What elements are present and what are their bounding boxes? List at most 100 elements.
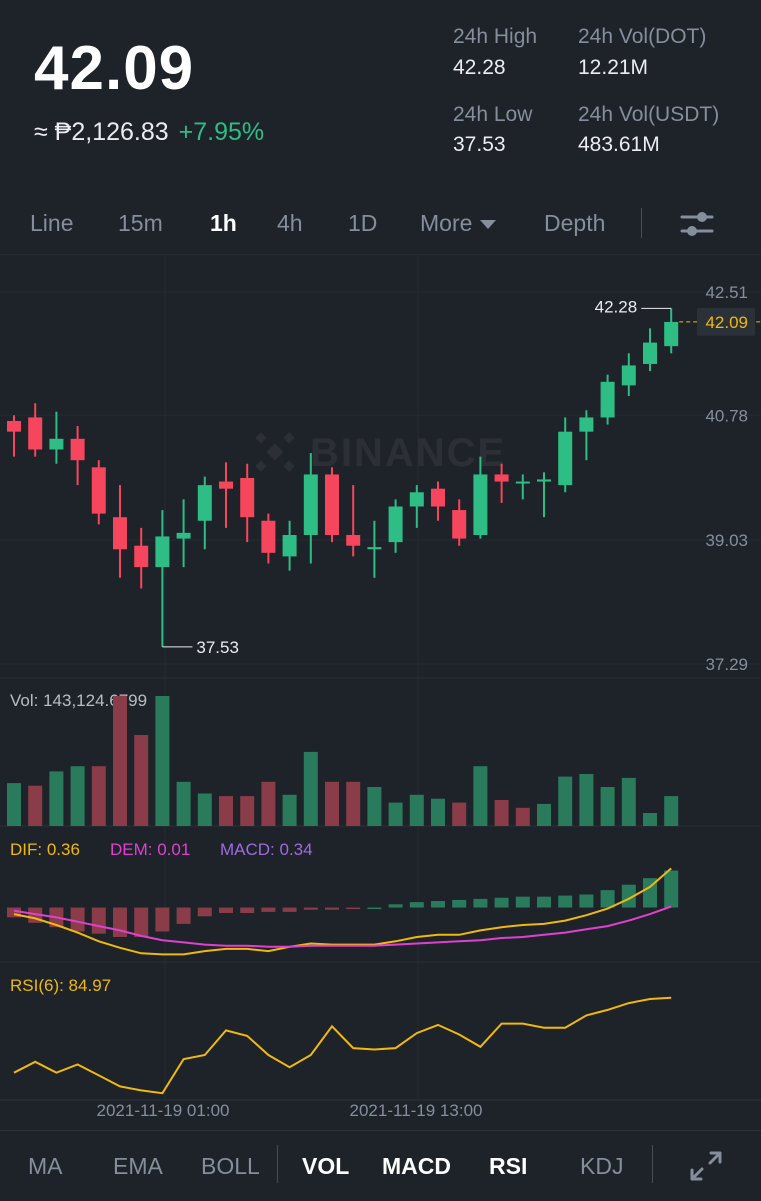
- macd-histogram-bar: [219, 907, 233, 913]
- rsi-line: [13, 996, 672, 1095]
- candle-body: [49, 438, 64, 450]
- volume-bar: [49, 771, 64, 826]
- volume-bar: [91, 766, 106, 826]
- stat-high-value: 42.28: [453, 56, 506, 79]
- macd-histogram-bar: [643, 878, 657, 908]
- candle-body: [70, 438, 85, 461]
- volume-bar: [643, 813, 657, 826]
- macd-histogram-bar: [600, 890, 615, 908]
- macd-histogram-bar: [282, 907, 297, 912]
- dif-line: [13, 867, 672, 956]
- macd-histogram-bar: [664, 870, 679, 908]
- volume-bar: [621, 777, 636, 826]
- stat-vol-base-value: 12.21M: [578, 56, 649, 79]
- volume-bar: [28, 785, 43, 826]
- indicator-kdj[interactable]: KDJ: [580, 1153, 624, 1179]
- candle-body: [473, 474, 488, 536]
- dem-line: [13, 905, 672, 948]
- indicator-boll[interactable]: BOLL: [201, 1153, 260, 1179]
- macd-histogram-bar: [388, 904, 403, 908]
- candle-body: [643, 342, 657, 364]
- candle-body: [558, 431, 573, 486]
- macd-histogram-bar: [346, 907, 361, 910]
- indicator-rsi[interactable]: RSI: [489, 1153, 528, 1179]
- volume-bar: [176, 781, 191, 826]
- tab-line[interactable]: Line: [30, 210, 74, 236]
- macd-histogram-bar: [176, 907, 191, 924]
- indicator-vol[interactable]: VOL: [302, 1153, 350, 1179]
- high-marker: 42.28: [595, 297, 638, 316]
- volume-bar: [537, 803, 551, 826]
- sliders-icon[interactable]: [680, 208, 714, 240]
- current-price-tag: [697, 307, 755, 336]
- volume-bar: [494, 800, 509, 826]
- indicator-ma[interactable]: MA: [28, 1153, 63, 1179]
- volume-bar: [558, 776, 573, 826]
- tab-1d[interactable]: 1D: [348, 210, 378, 236]
- macd-histogram-bar: [494, 897, 509, 908]
- last-price: 42.09: [34, 34, 195, 103]
- tab-4h[interactable]: 4h: [277, 210, 303, 236]
- volume-bar: [219, 796, 233, 826]
- indicator-divider: [652, 1145, 653, 1183]
- volume-bar: [240, 796, 255, 826]
- macd-histogram-bar: [7, 907, 21, 918]
- volume-bar: [282, 794, 297, 826]
- volume-bar: [261, 781, 276, 826]
- indicator-ema[interactable]: EMA: [113, 1153, 163, 1179]
- candle-body: [325, 474, 339, 536]
- candle-body: [515, 481, 530, 484]
- macd-label-dem: DEM: 0.01: [110, 840, 190, 859]
- y-axis-label: 42.51: [705, 283, 748, 302]
- candle-body: [219, 481, 233, 489]
- watermark-text: BINANCE: [310, 431, 506, 475]
- candle-body: [367, 547, 382, 550]
- candle-body: [346, 535, 361, 546]
- indicator-divider: [277, 1145, 278, 1183]
- volume-bar: [155, 696, 170, 826]
- macd-histogram-bar: [367, 907, 382, 910]
- volume-bar: [664, 796, 679, 826]
- tab-15m[interactable]: 15m: [118, 210, 163, 236]
- tab-more[interactable]: More: [420, 210, 497, 237]
- volume-bar: [70, 766, 85, 826]
- macd-histogram-bar: [579, 894, 594, 908]
- binance-watermark: BINANCE: [255, 431, 506, 475]
- x-axis-label: 2021-11-19 13:00: [350, 1101, 483, 1120]
- macd-histogram-bar: [261, 907, 276, 912]
- volume-label: Vol: 143,124.6799: [10, 691, 147, 710]
- macd-histogram-bar: [515, 896, 530, 908]
- tab-1h[interactable]: 1h: [210, 210, 237, 236]
- change-percent: +7.95%: [178, 118, 265, 146]
- candle-body: [494, 474, 509, 482]
- candle-body: [134, 545, 149, 568]
- candle-body: [600, 381, 615, 418]
- candle-body: [261, 520, 276, 553]
- y-axis-label: 37.29: [705, 655, 748, 674]
- y-axis-label: 40.78: [705, 406, 748, 425]
- macd-histogram-bar: [473, 898, 488, 908]
- macd-histogram-bar: [134, 907, 149, 937]
- expand-icon[interactable]: [688, 1149, 724, 1183]
- candle-body: [197, 485, 212, 521]
- fiat-price-row: ≈ ₱2,126.83 +7.95%: [34, 118, 264, 147]
- indicator-macd[interactable]: MACD: [382, 1153, 451, 1179]
- tab-divider: [641, 208, 642, 238]
- volume-bar: [452, 802, 467, 826]
- chart-area[interactable]: BINANCE 42.28 37.53 42.51 40.78 39.03 37.29 4…: [0, 254, 761, 1130]
- volume-bar: [367, 787, 382, 826]
- candle-body: [303, 474, 318, 536]
- candle-body: [155, 536, 170, 568]
- candle-body: [28, 417, 43, 450]
- macd-label-dif: DIF: 0.36: [10, 840, 80, 859]
- candle-body: [282, 535, 297, 557]
- volume-bar: [473, 766, 488, 826]
- tab-depth[interactable]: Depth: [544, 210, 606, 236]
- tab-more-label: More: [420, 210, 473, 236]
- volume-bar: [197, 793, 212, 826]
- candle-body: [91, 467, 106, 514]
- volume-bar: [388, 802, 403, 826]
- macd-histogram-bar: [303, 907, 318, 910]
- stat-high-label: 24h High: [453, 25, 538, 48]
- macd-histogram-bar: [240, 907, 255, 913]
